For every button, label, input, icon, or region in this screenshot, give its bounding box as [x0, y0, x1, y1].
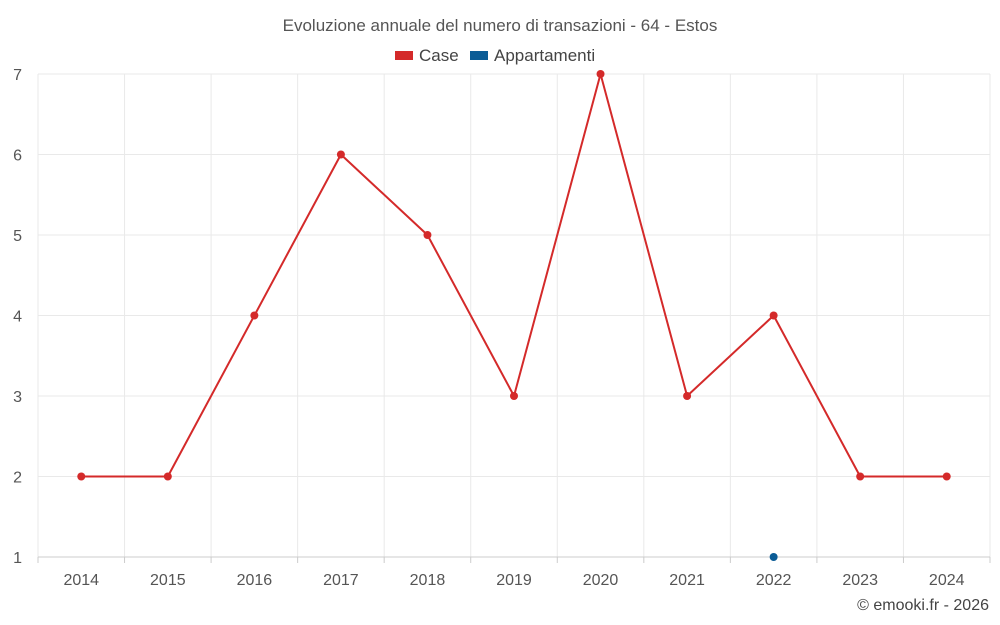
- y-tick-label: 6: [13, 148, 22, 165]
- x-tick-label: 2024: [929, 572, 965, 589]
- legend: Case Appartamenti: [395, 46, 595, 65]
- data-point[interactable]: [856, 472, 865, 481]
- legend-label-case: Case: [419, 46, 459, 65]
- data-point[interactable]: [77, 472, 86, 481]
- data-point[interactable]: [510, 392, 518, 400]
- legend-swatch-appartamenti: [470, 51, 488, 60]
- y-tick-label: 5: [13, 228, 22, 245]
- credit-text: © emooki.fr - 2026: [857, 597, 989, 614]
- x-tick-label: 2017: [323, 572, 359, 589]
- x-tick-label: 2015: [150, 572, 186, 589]
- x-tick-label: 2023: [842, 572, 878, 589]
- data-point[interactable]: [942, 472, 951, 481]
- y-tick-label: 1: [13, 550, 22, 567]
- data-point[interactable]: [683, 392, 692, 400]
- legend-item-case[interactable]: Case: [395, 46, 459, 65]
- y-tick-label: 3: [13, 389, 22, 406]
- legend-label-appartamenti: Appartamenti: [494, 46, 595, 65]
- x-tick-label: 2021: [669, 572, 705, 589]
- series-case: [77, 70, 951, 481]
- y-tick-label: 4: [13, 309, 22, 326]
- axes: [37, 556, 991, 563]
- data-point[interactable]: [336, 150, 345, 159]
- grid: [37, 73, 991, 557]
- data-point[interactable]: [596, 70, 605, 78]
- x-tick-label: 2018: [410, 572, 446, 589]
- series: [77, 70, 951, 561]
- x-tick-label: 2016: [237, 572, 273, 589]
- y-tick-label: 2: [13, 470, 22, 487]
- y-axis-ticks: 1 2 3 4 5 6 7: [13, 67, 22, 567]
- x-tick-label: 2022: [756, 572, 792, 589]
- data-point[interactable]: [423, 231, 432, 239]
- data-point[interactable]: [163, 472, 172, 481]
- y-tick-label: 7: [13, 67, 22, 84]
- x-tick-label: 2014: [63, 572, 99, 589]
- x-axis-ticks: 2014 2015 2016 2017 2018 2019 2020 2021 2022 2023…: [63, 572, 964, 589]
- legend-item-appartamenti[interactable]: Appartamenti: [470, 46, 595, 65]
- data-point[interactable]: [769, 311, 778, 320]
- legend-swatch-case: [395, 51, 413, 60]
- chart-title: Evoluzione annuale del numero di transaz…: [283, 16, 718, 35]
- x-tick-label: 2019: [496, 572, 532, 589]
- data-point[interactable]: [250, 311, 259, 320]
- data-point[interactable]: [769, 553, 778, 561]
- series-appartamenti: [769, 553, 778, 561]
- x-tick-label: 2020: [583, 572, 619, 589]
